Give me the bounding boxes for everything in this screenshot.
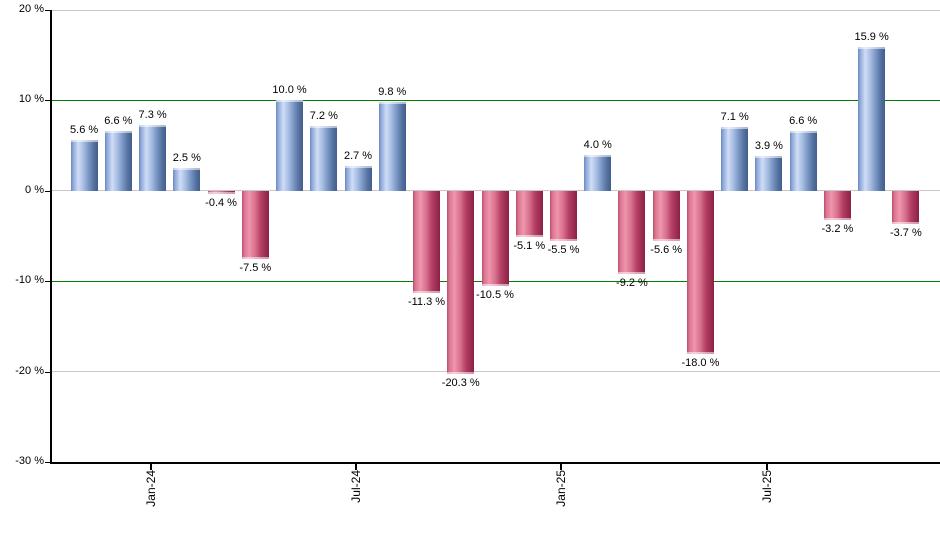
bar	[789, 131, 817, 191]
bar-value-label: 6.6 %	[104, 115, 133, 128]
bar	[755, 155, 783, 191]
y-axis-tick-label: 10 %	[18, 93, 44, 106]
bar	[618, 190, 646, 275]
bar	[413, 190, 441, 294]
x-axis-tick-label: Jan-25	[554, 470, 569, 507]
bar	[584, 154, 612, 191]
y-axis-tick	[45, 100, 50, 102]
bar	[858, 47, 886, 191]
bar-value-label: 5.6 %	[70, 124, 99, 137]
bar-value-label: 15.9 %	[854, 31, 889, 44]
bar	[344, 166, 372, 191]
bar-value-label: -11.3 %	[407, 295, 446, 308]
reference-gridline	[52, 99, 940, 101]
gridline	[52, 9, 940, 11]
bar-value-label: 4.0 %	[583, 138, 612, 151]
bar-value-label: 3.9 %	[754, 139, 783, 152]
y-axis-tick	[45, 462, 50, 463]
bar-value-label: -7.5 %	[239, 261, 272, 274]
x-axis-tick	[560, 464, 563, 470]
bar	[310, 125, 338, 191]
bar	[549, 190, 577, 241]
bar	[241, 190, 269, 259]
bar-value-label: -3.7 %	[889, 227, 922, 240]
x-axis-tick-label: Jul-24	[349, 470, 364, 503]
bar	[173, 168, 201, 191]
y-axis-tick	[45, 371, 50, 373]
y-axis-tick-label: -20 %	[15, 364, 44, 377]
bar-value-label: 7.3 %	[138, 108, 167, 121]
bar	[721, 126, 749, 191]
bar-value-label: 2.7 %	[343, 150, 373, 163]
bar	[70, 140, 98, 191]
y-axis-tick	[45, 10, 50, 11]
bar-value-label: -5.5 %	[547, 243, 580, 256]
bar	[207, 190, 235, 195]
bar-value-label: 9.8 %	[378, 86, 407, 99]
x-axis-tick	[765, 464, 768, 470]
bar-value-label: -10.5 %	[476, 288, 514, 301]
bar-value-label: 2.5 %	[172, 152, 201, 165]
bar	[276, 100, 304, 191]
bar-value-label: -5.6 %	[650, 244, 683, 257]
bar-value-label: 6.6 %	[789, 115, 818, 128]
bar	[139, 124, 167, 191]
y-axis-tick-label: -10 %	[15, 274, 44, 287]
y-axis-tick-label: -30 %	[15, 455, 44, 467]
y-axis-tick	[45, 190, 50, 192]
bar	[378, 102, 406, 191]
x-axis-tick-label: Jul-25	[759, 470, 774, 503]
y-axis-tick-label: 20 %	[18, 3, 44, 15]
y-axis-tick	[45, 281, 50, 283]
bar-value-label: 10.0 %	[272, 84, 307, 97]
x-axis-tick-label: Jan-24	[143, 470, 158, 507]
plot-area: 5.6 % 6.6 % 7.3 % 2.5 % -0.4 % -7.5 % 10.0 % 7.…	[50, 9, 940, 464]
bar-value-label: -0.4 %	[205, 197, 237, 210]
bar	[892, 190, 920, 225]
bar-value-label: 7.1 %	[720, 110, 749, 123]
bar	[104, 131, 132, 191]
bar-value-label: -3.2 %	[821, 222, 854, 235]
bar-value-label: -20.3 %	[441, 377, 480, 390]
bar-value-label: 7.2 %	[309, 109, 338, 122]
gridline	[52, 371, 940, 373]
bar	[652, 190, 680, 242]
x-axis-tick	[355, 464, 358, 470]
x-axis-tick	[149, 464, 152, 470]
bar	[686, 190, 714, 354]
bar-value-label: -9.2 %	[616, 276, 648, 289]
bar-value-label: -5.1 %	[513, 239, 546, 252]
bar	[447, 190, 475, 375]
bar-value-label: -18.0 %	[681, 356, 720, 369]
bar	[515, 190, 543, 237]
bar	[481, 190, 509, 286]
y-axis-tick-label: 0 %	[25, 183, 44, 196]
bar	[823, 190, 851, 220]
